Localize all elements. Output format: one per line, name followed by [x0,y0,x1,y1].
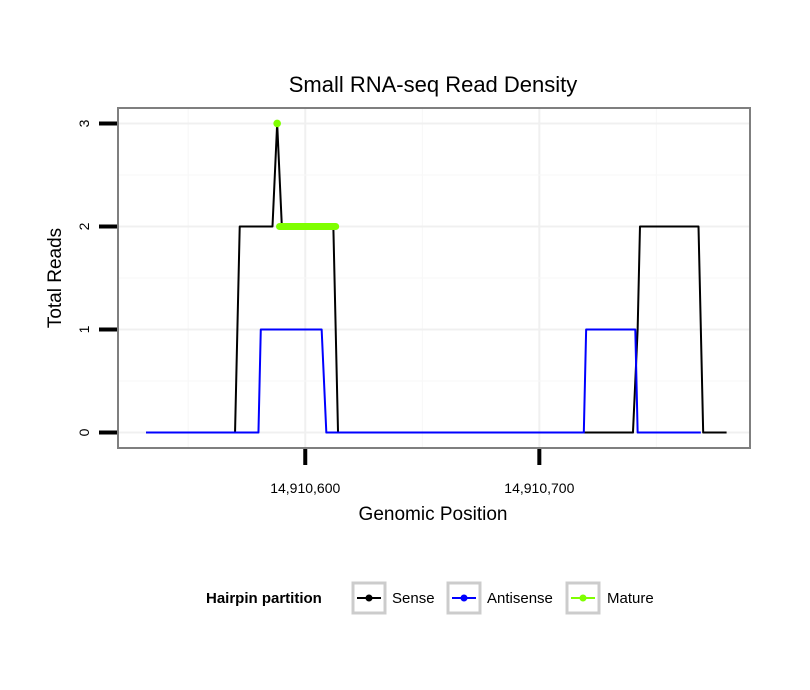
series-antisense-line [146,328,701,434]
y-axis-title: Total Reads [45,228,66,328]
legend-key-sense [351,581,387,615]
y-tick-label: 3 [76,119,92,127]
series-layer [146,119,727,434]
series-mature-point [273,119,281,128]
x-tick-label: 14,910,600 [270,480,340,496]
legend-label-antisense: Antisense [487,590,553,607]
y-axis: 0 1 2 3 [76,119,117,436]
grid [118,108,750,448]
x-tick-label: 14,910,700 [504,480,574,496]
x-axis: 14,910,600 14,910,700 [270,449,575,496]
chart-title: Small RNA-seq Read Density [289,72,578,97]
legend-key-mature [565,581,601,615]
y-tick-label: 0 [76,428,92,436]
plot-panel-border [117,107,751,449]
y-tick-label: 2 [76,222,92,230]
legend-label-sense: Sense [392,590,435,607]
legend-title: Hairpin partition [206,590,322,607]
legend: Hairpin partition Sense Antisense Mature [206,581,654,615]
y-tick-label: 1 [76,325,92,333]
legend-label-mature: Mature [607,590,654,607]
legend-key-antisense [446,581,482,615]
series-sense-line [146,122,727,434]
x-axis-title: Genomic Position [359,504,508,525]
